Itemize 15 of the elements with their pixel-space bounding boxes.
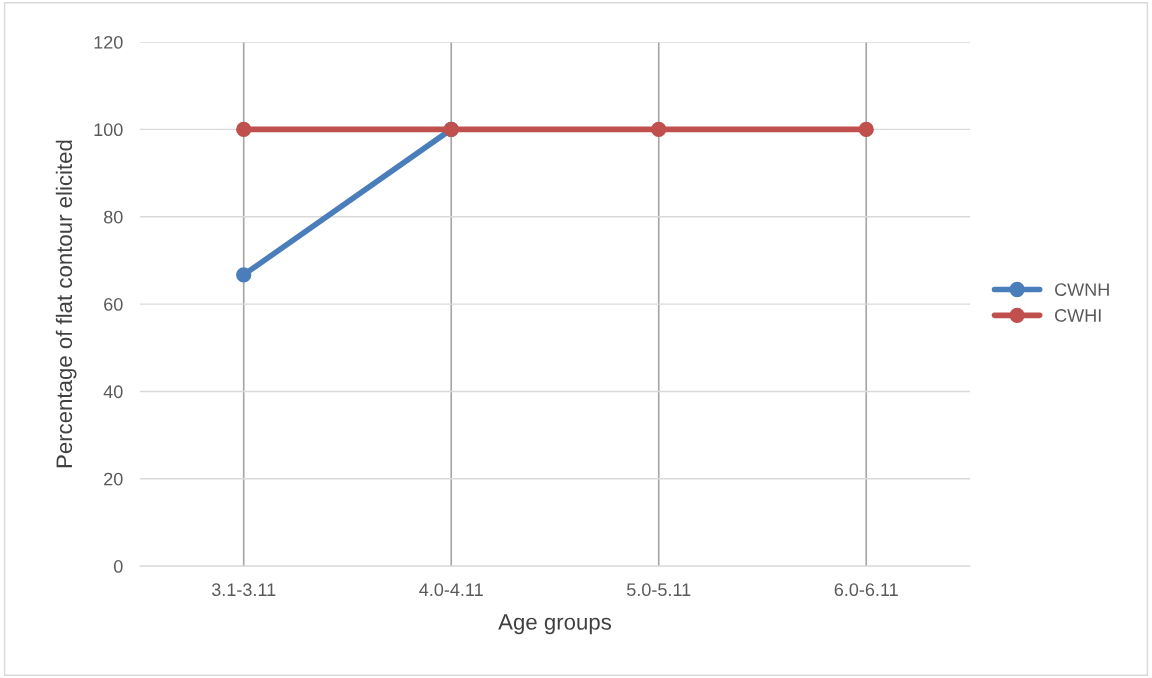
x-tick-label: 5.0-5.11 [626,583,691,597]
legend-label: CWHI [1055,309,1101,322]
y-tick-label: 60 [104,298,123,311]
x-tick-label: 4.0-4.11 [419,583,483,597]
y-tick-label: 100 [94,123,123,137]
y-tick-label: 20 [104,472,123,486]
y-tick-label: 80 [104,210,123,224]
y-tick-label: 40 [103,385,123,399]
legend-label: CWNH [1055,283,1109,296]
y-tick-label: 0 [113,560,123,573]
x-tick-label: 3.1-3.11 [211,583,276,597]
x-tick-label: 6.0-6.11 [834,583,898,597]
x-axis-title: Age groups [498,614,612,635]
y-axis-title: Percentage of flat contour elicited [55,140,77,468]
y-tick-label: 120 [94,35,123,49]
